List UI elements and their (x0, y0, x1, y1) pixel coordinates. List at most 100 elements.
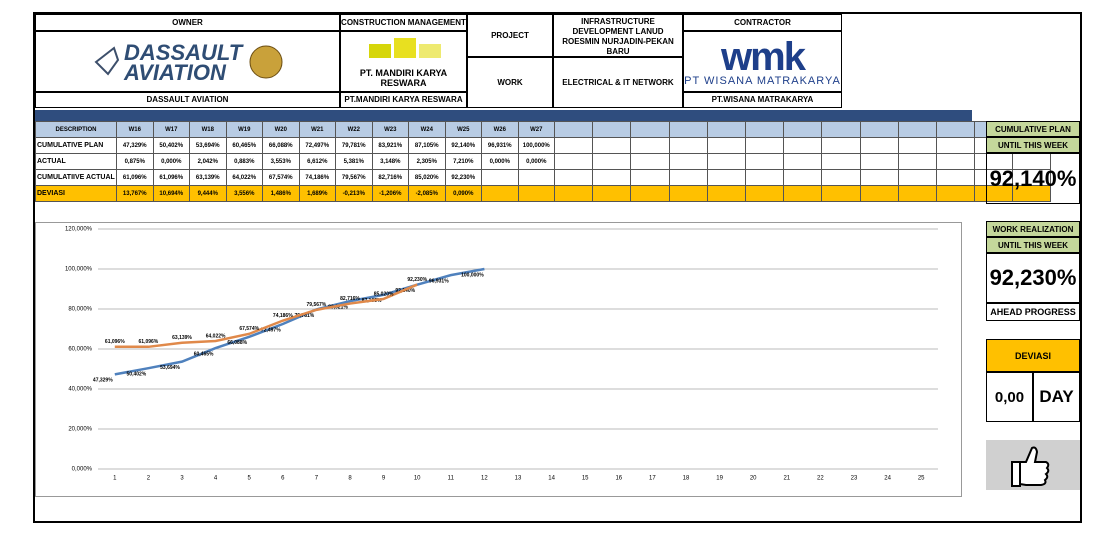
cell (744, 185, 785, 202)
cell: 0,883% (225, 153, 263, 170)
cell (859, 185, 899, 202)
data-label: 85,020% (374, 291, 394, 297)
contractor-label: CONTRACTOR (683, 14, 842, 31)
header-row: DESCRIPTION W16 W17 W18 W19 W20 W21 W22 W23 W24 W2… (35, 121, 1052, 138)
cell (744, 121, 785, 138)
cell: 5,381% (335, 153, 373, 170)
cell: 3,148% (371, 153, 409, 170)
cell (935, 137, 976, 154)
x-tick-label: 5 (248, 476, 252, 482)
cell (783, 121, 823, 138)
cell: 0,000% (152, 153, 190, 170)
data-label: 53,694% (160, 365, 180, 371)
cell: 50,402% (152, 137, 190, 154)
cell: 79,567% (335, 169, 373, 186)
cell: W27 (517, 121, 555, 138)
cell: 0,090% (444, 185, 482, 202)
cell: 1,486% (262, 185, 300, 202)
x-tick-label: 24 (884, 476, 891, 482)
thumb-box (986, 440, 1080, 490)
cell (821, 137, 861, 154)
cell (897, 169, 937, 186)
cell (706, 169, 746, 186)
x-tick-label: 13 (515, 476, 522, 482)
row-label: DEVIASI (35, 185, 117, 202)
cell: 0,875% (116, 153, 154, 170)
cell: 0,000% (517, 153, 555, 170)
cell (783, 169, 823, 186)
cell (935, 185, 976, 202)
data-row: ACTUAL 0,875% 0,000% 2,042% 0,883% 3,553% 6,61… (35, 153, 1052, 170)
x-tick-label: 19 (716, 476, 723, 482)
x-tick-label: 14 (548, 476, 555, 482)
cell (706, 121, 746, 138)
progress-table: DESCRIPTION W16 W17 W18 W19 W20 W21 W22 W23 W24 W2… (35, 121, 1052, 202)
cell (592, 137, 632, 154)
cell (592, 153, 632, 170)
cell (706, 137, 746, 154)
plan-title: CUMULATIVE PLAN (986, 121, 1080, 137)
cell: -2,085% (408, 185, 446, 202)
owner-logo: DASSAULT AVIATION (35, 31, 340, 92)
cm-label: CONSTRUCTION MANAGEMENT (340, 14, 467, 31)
data-label: 64,022% (206, 333, 226, 339)
cell (553, 169, 594, 186)
cell: 72,497% (298, 137, 336, 154)
cell (668, 153, 708, 170)
cell (897, 153, 937, 170)
cell: 64,022% (225, 169, 263, 186)
cell: W16 (116, 121, 154, 138)
cell (974, 185, 1014, 202)
data-label: 92,230% (407, 277, 427, 283)
work: ELECTRICAL & IT NETWORK (553, 57, 683, 108)
data-label: 82,716% (340, 296, 360, 302)
cell: W26 (481, 121, 519, 138)
logo-block (418, 43, 441, 58)
logo-block (368, 43, 391, 58)
cell: 47,329% (116, 137, 154, 154)
real-value: 92,230% (986, 253, 1080, 303)
x-tick-label: 18 (683, 476, 690, 482)
mkr-logo (368, 37, 441, 58)
data-label: 47,329% (93, 378, 113, 384)
emblem (249, 45, 282, 78)
data-label: 67,574% (239, 326, 259, 332)
cell (859, 137, 899, 154)
cell (1012, 185, 1052, 202)
cell (668, 185, 708, 202)
data-label: 61,096% (105, 339, 125, 345)
series-line (114, 283, 418, 349)
cell (897, 137, 937, 154)
x-tick-label: 25 (918, 476, 925, 482)
cell: 100,000% (517, 137, 555, 154)
row-label: ACTUAL (35, 153, 117, 170)
plan-value: 92,140% (986, 153, 1080, 204)
cell: 63,139% (189, 169, 227, 186)
cell: 85,020% (408, 169, 446, 186)
cell: 74,186% (298, 169, 336, 186)
cm-logo-caption: PT. MANDIRI KARYA RESWARA (359, 67, 448, 88)
status: AHEAD PROGRESS (986, 303, 1080, 321)
cell (553, 137, 594, 154)
cell: 92,230% (444, 169, 482, 186)
frame (33, 12, 1082, 523)
cell (553, 153, 594, 170)
cell: 3,553% (262, 153, 300, 170)
cell (859, 169, 899, 186)
data-label: 50,402% (127, 372, 147, 378)
x-tick-label: 15 (582, 476, 589, 482)
cell: 2,305% (408, 153, 446, 170)
cell (630, 121, 670, 138)
x-tick-label: 8 (348, 476, 352, 482)
dev-value: 0,00 (986, 372, 1033, 422)
cell (630, 137, 670, 154)
row-label: CUMULATIIVE ACTUAL (35, 169, 117, 186)
x-tick-label: 22 (817, 476, 824, 482)
cell (706, 153, 746, 170)
cell: W17 (152, 121, 190, 138)
cell (668, 169, 708, 186)
cell (783, 153, 823, 170)
cell (481, 169, 519, 186)
thumb (1011, 446, 1050, 487)
cell: 1,689% (298, 185, 336, 202)
